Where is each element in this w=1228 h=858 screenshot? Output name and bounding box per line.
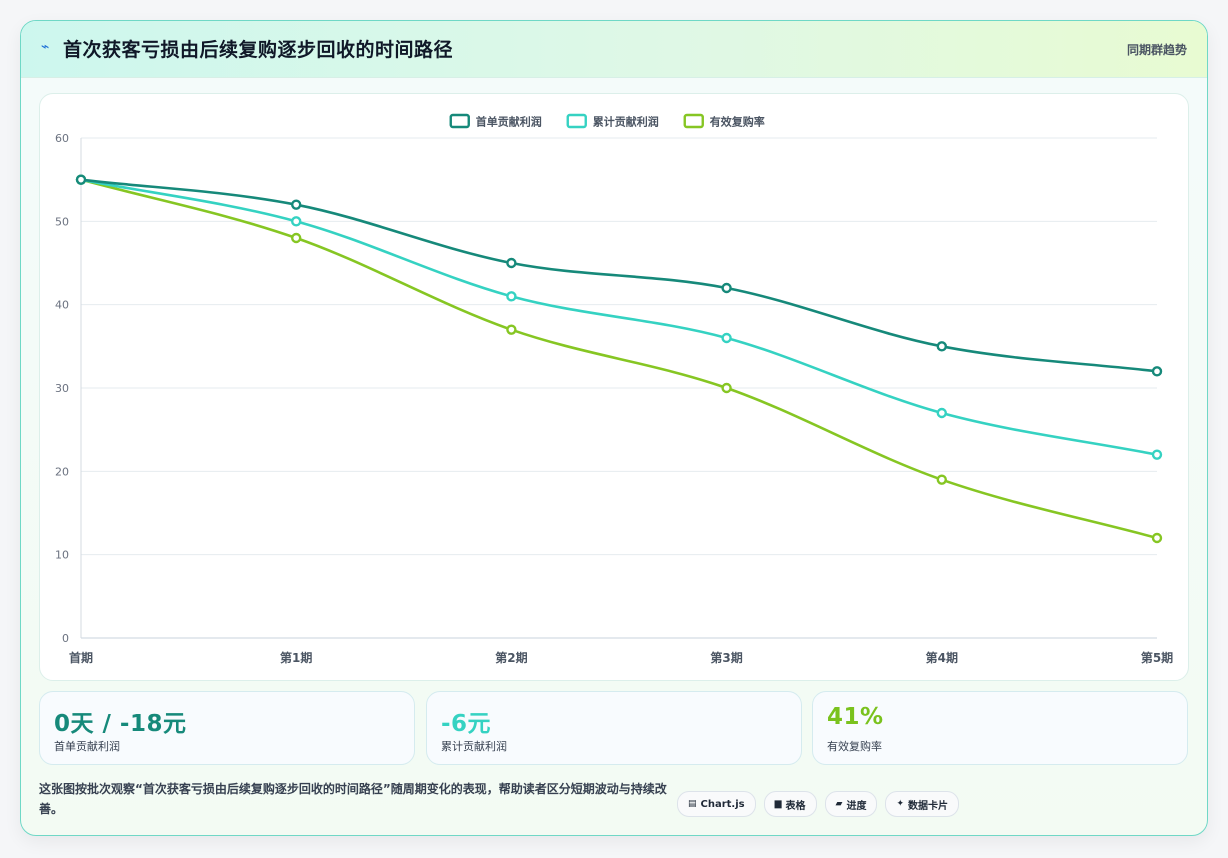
chip-label: 进度 xyxy=(846,800,867,812)
data-point[interactable] xyxy=(936,474,947,485)
y-tick-label: 20 xyxy=(55,465,69,478)
x-tick-label: 首期 xyxy=(69,650,93,665)
kpi-label: 首单贡献利润 xyxy=(54,740,120,753)
legend-label[interactable]: 累计贡献利润 xyxy=(593,115,659,129)
header-tag: 同期群趋势 xyxy=(1126,43,1187,57)
chip-label: Chart.js xyxy=(700,798,745,810)
y-tick-label: 40 xyxy=(55,299,69,312)
data-point[interactable] xyxy=(721,332,732,344)
card-header: ⌁ 首次获客亏损由后续复购逐步回收的时间路径 同期群趋势 xyxy=(21,21,1207,78)
data-point[interactable] xyxy=(506,257,517,269)
table-icon: ▆ xyxy=(774,799,782,809)
kpi-label: 有效复购率 xyxy=(827,740,882,753)
legend-label[interactable]: 有效复购率 xyxy=(710,115,765,129)
data-point[interactable] xyxy=(506,324,517,335)
chart-description: 这张图按批次观察“首次获客亏损由后续复购逐步回收的时间路径”随周期变化的表现，帮… xyxy=(39,782,667,816)
data-point[interactable] xyxy=(721,382,732,394)
legend-swatch xyxy=(449,113,470,129)
series-line xyxy=(80,178,1158,540)
x-tick-label: 第5期 xyxy=(1141,650,1173,665)
chip-data-card[interactable]: ✦ 数据卡片 xyxy=(885,791,960,817)
sparkle-icon: ✦ xyxy=(896,799,905,809)
legend-swatch xyxy=(683,113,704,129)
x-tick-label: 第3期 xyxy=(710,650,742,665)
chip-label: 数据卡片 xyxy=(908,800,949,812)
page-title: 首次获客亏损由后续复购逐步回收的时间路径 xyxy=(63,39,454,61)
chip-label: 表格 xyxy=(785,800,806,812)
x-tick-label: 第2期 xyxy=(495,650,527,665)
data-point[interactable] xyxy=(291,199,302,210)
y-tick-label: 0 xyxy=(62,632,69,645)
data-point[interactable] xyxy=(291,232,302,244)
series-line xyxy=(80,178,1158,373)
data-point[interactable] xyxy=(1151,449,1163,460)
series-line xyxy=(80,178,1158,456)
chip-table[interactable]: ▆ 表格 xyxy=(763,791,817,817)
y-tick-label: 60 xyxy=(55,132,69,145)
line-chart: 0 10 20 30 40 50 60 首期 第1期 第2期 第3期 第4期 第5期 首单贡献利润 累计贡… xyxy=(55,113,1173,665)
chip-progress[interactable]: ▰ 进度 xyxy=(824,791,878,817)
legend-label[interactable]: 首单贡献利润 xyxy=(476,115,542,129)
x-tick-label: 第4期 xyxy=(926,650,958,665)
kpi-value: 41% xyxy=(827,704,884,730)
data-point[interactable] xyxy=(936,341,947,352)
data-point[interactable] xyxy=(1151,532,1163,544)
y-tick-label: 30 xyxy=(55,382,69,395)
kpi-card-cumulative: -6元 累计贡献利润 xyxy=(426,691,802,765)
kpi-card-first-order: 0天 / -18元 首单贡献利润 xyxy=(39,691,415,765)
y-tick-label: 10 xyxy=(55,549,69,562)
progress-icon: ▰ xyxy=(835,799,843,809)
chart-icon: ▤ xyxy=(688,799,697,809)
y-tick-label: 50 xyxy=(55,215,69,228)
chip-group: ▤ Chart.js ▆ 表格 ▰ 进度 ✦ 数据卡片 xyxy=(677,791,960,817)
data-point[interactable] xyxy=(506,291,517,302)
data-point[interactable] xyxy=(721,282,732,294)
chart-card: ⌁ 首次获客亏损由后续复购逐步回收的时间路径 同期群趋势 0 10 20 30 40 50… xyxy=(20,20,1208,836)
chip-chartjs[interactable]: ▤ Chart.js xyxy=(677,791,756,817)
x-tick-label: 第1期 xyxy=(280,650,312,665)
data-point[interactable] xyxy=(291,216,302,227)
chart-panel: 0 10 20 30 40 50 60 首期 第1期 第2期 第3期 第4期 第5期 首单贡献利润 累计贡… xyxy=(39,93,1189,681)
data-point[interactable] xyxy=(75,174,87,185)
spark-icon: ⌁ xyxy=(41,39,50,55)
kpi-label: 累计贡献利润 xyxy=(441,740,507,753)
legend-swatch xyxy=(566,113,587,129)
kpi-value: 0天 / -18元 xyxy=(54,711,187,737)
data-point[interactable] xyxy=(1151,366,1163,377)
kpi-card-repurchase: 41% 有效复购率 xyxy=(812,691,1188,765)
kpi-value: -6元 xyxy=(441,711,492,737)
data-point[interactable] xyxy=(936,407,947,419)
